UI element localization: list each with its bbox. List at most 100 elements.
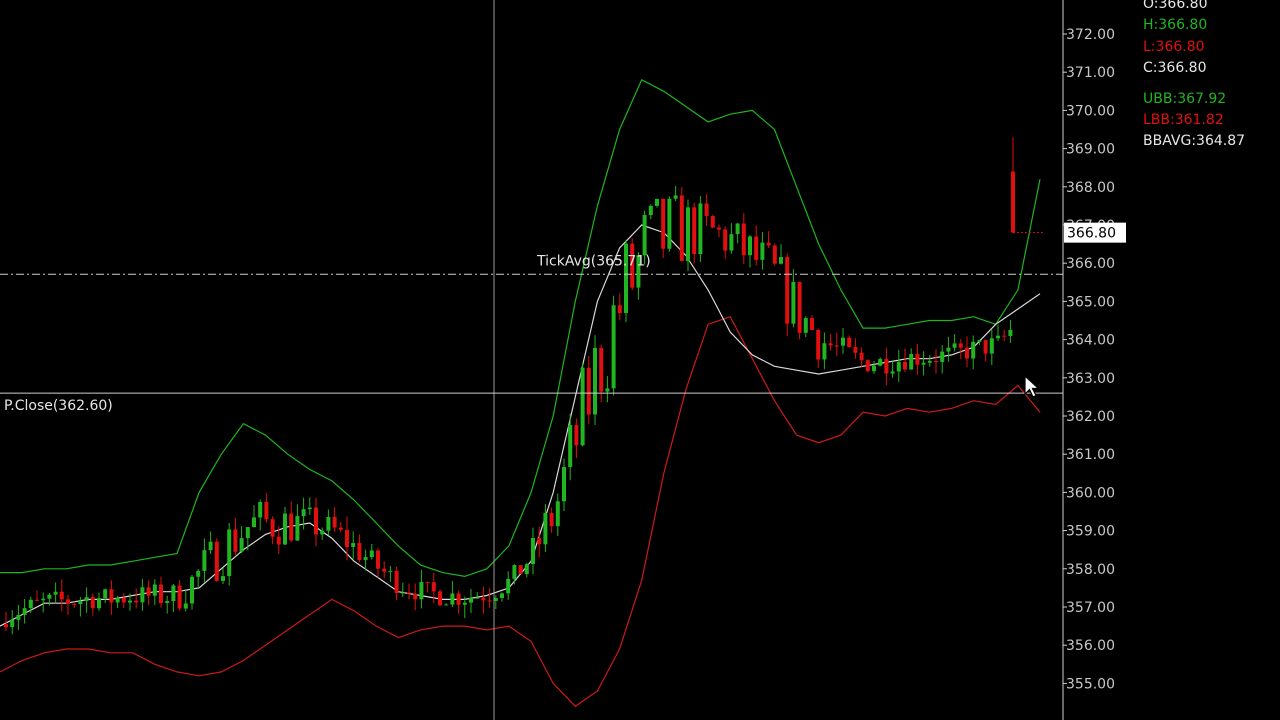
candle [915,343,920,375]
candle [878,357,883,367]
candle [822,332,827,370]
candle-body [258,502,263,518]
candle [450,580,455,608]
candle-body [177,585,182,609]
candle-body [369,550,374,558]
candle-body [884,359,889,374]
candle [847,335,852,348]
candle-body [555,501,560,527]
candle [989,329,994,365]
candle [10,610,15,635]
candle-body [208,541,213,551]
candle [4,611,8,631]
candle [537,526,542,558]
candle-body [97,598,101,609]
candle-body [363,557,368,561]
lower-band-readout: LBB:361.82 [1143,112,1224,128]
price-axis-tick-label: 358.00 [1066,562,1115,578]
candle-body [314,507,318,535]
candle-body [859,352,864,361]
candle-body [264,502,269,520]
candle [735,222,740,244]
candle [760,232,765,270]
candle [190,574,194,610]
candle [1008,319,1013,343]
candle-body [171,585,176,602]
candle [16,604,21,630]
candle-body [394,570,399,594]
candle [481,586,486,614]
candle [884,347,889,386]
candle-body [431,582,436,592]
candle [47,593,52,606]
candle-body [940,351,945,362]
candle [890,361,895,378]
candle-body [698,203,703,255]
candle-body [425,582,430,584]
candle-body [754,236,759,260]
candle [289,501,294,543]
upper-bollinger-band [0,78,1041,578]
candle-body [810,318,814,330]
candle [952,334,957,352]
candle-body [196,570,201,577]
candle [431,572,436,604]
candle-body [152,584,157,596]
candle-body [481,597,486,601]
candle [896,349,901,383]
candle-body [376,550,380,569]
candle-body [648,205,653,216]
candle-body [400,592,405,594]
candle-body [673,195,678,199]
candle-body [53,591,58,595]
candle [456,590,461,614]
candle [283,506,287,545]
candle [524,562,529,578]
candle [717,224,721,238]
price-axis-tick-label: 364.00 [1066,333,1115,349]
candle [264,492,269,523]
candle [772,243,777,266]
candle-body [320,530,325,535]
candle-body [729,234,734,251]
candle [865,359,870,373]
candle [599,344,604,403]
candle-body [307,507,312,510]
candle [679,187,684,262]
candle-body [872,365,876,372]
candle-body [493,598,498,601]
candle [258,499,263,531]
candle-body [345,529,349,547]
candle [419,569,424,609]
candle-body [524,564,529,574]
candle-body [233,529,238,552]
candlesticks [4,137,1015,635]
price-axis-tick-label: 371.00 [1066,65,1115,81]
candle-body [338,527,343,530]
candle-body [549,512,554,527]
candle [462,596,467,619]
candle [512,564,517,585]
candle [314,497,318,547]
candle-body [630,243,635,288]
candle-body [183,603,188,609]
candle [630,238,635,291]
price-axis-tick-label: 372.00 [1066,27,1115,43]
candle [841,328,845,354]
candle [853,338,858,359]
candle-body [878,359,883,366]
candle-body [22,608,27,615]
candle [152,579,157,606]
candle-body [853,347,858,353]
candle-body [983,340,988,354]
price-axis-tick-label: 355.00 [1066,676,1115,692]
candle [202,538,207,583]
candle [593,335,597,425]
candle [388,566,393,582]
candle-body [1011,171,1015,233]
candle-body [599,347,604,392]
candle-body [686,207,690,262]
candle-body [159,584,163,603]
candle [177,580,182,611]
